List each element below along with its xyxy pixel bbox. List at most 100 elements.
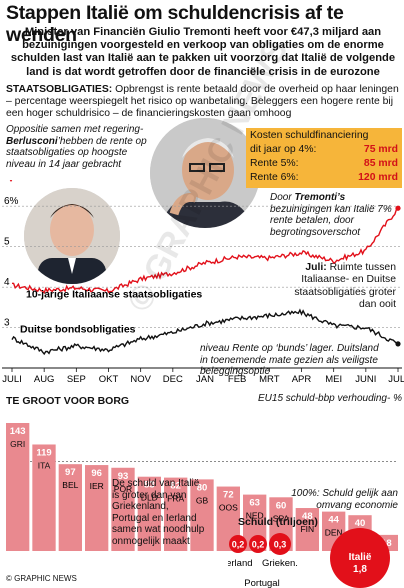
cost-row-value: 85 mrd bbox=[363, 158, 398, 169]
bar-section-subtitle: EU15 schuld-bbp verhouding- % bbox=[258, 393, 402, 404]
debt-label: Portugal bbox=[244, 578, 279, 588]
debt-value: 1,8 bbox=[353, 564, 367, 575]
series-label-0: 10-jarige Italiaanse staatsobligaties bbox=[26, 288, 202, 300]
bar-por bbox=[111, 467, 135, 551]
berlusconi-portrait-icon bbox=[24, 188, 120, 284]
bar-label: POR bbox=[114, 484, 132, 494]
berlusconi-annotation: Oppositie samen met regering-Berlusconi’… bbox=[6, 124, 156, 170]
debt-bubbles: 0,2 Ierland 0,2 Portugal 0,3 Grieken. 1,8Itali… bbox=[228, 528, 390, 588]
berlusconi-photo bbox=[24, 188, 120, 284]
x-tick-label: MEI bbox=[325, 374, 342, 385]
page-title: Stappen Italië om schuldencrisis af te w… bbox=[6, 2, 344, 46]
cost-box: Kosten schuldfinanciering dit jaar op 4%… bbox=[246, 128, 402, 188]
bar-fra bbox=[164, 477, 188, 551]
cost-row-label: Rente 5%: bbox=[250, 158, 299, 169]
bar-label: DLD bbox=[141, 493, 158, 503]
bar-value: 82 bbox=[170, 481, 181, 492]
x-tick-label: MRT bbox=[259, 374, 280, 385]
y-tick-label: 5 bbox=[4, 237, 10, 248]
series-label-1: Duitse bondsobligaties bbox=[20, 324, 136, 336]
y-tick-label: 4 bbox=[4, 277, 10, 288]
x-tick-label: JULI bbox=[2, 374, 22, 385]
debt-value: 0,3 bbox=[274, 540, 287, 550]
bar-label: OOS bbox=[219, 503, 238, 513]
bar-oos bbox=[216, 486, 240, 551]
tremonti-portrait-icon bbox=[150, 118, 260, 228]
bar-label: IER bbox=[90, 481, 104, 491]
cost-row-label: Rente 6%: bbox=[250, 172, 299, 183]
bar-bel bbox=[58, 464, 82, 551]
debt-label: Ierland bbox=[228, 558, 253, 569]
tremonti-name: Tremonti’s bbox=[294, 192, 346, 203]
bar-label: SPA bbox=[273, 513, 290, 523]
cost-row-value: 75 mrd bbox=[363, 144, 398, 155]
cost-box-heading: Kosten schuldfinanciering bbox=[250, 130, 369, 141]
cost-row-0: dit jaar op 4%: 75 mrd bbox=[246, 143, 402, 157]
x-tick-label: NOV bbox=[130, 374, 151, 385]
bar-ita bbox=[32, 444, 56, 551]
series-end-dot bbox=[395, 205, 401, 211]
series-end-dot bbox=[395, 341, 401, 347]
x-tick-label: AUG bbox=[34, 374, 55, 385]
bar-label: NED bbox=[246, 511, 264, 521]
y-tick-label: 6% bbox=[4, 196, 19, 207]
debt-bubble bbox=[269, 533, 291, 555]
note-100: 100%: Schuld gelijk aan omvang economie bbox=[291, 488, 398, 511]
bar-label: DEN bbox=[325, 528, 343, 538]
bar-fin bbox=[295, 508, 319, 551]
bar-value: 44 bbox=[328, 515, 339, 526]
july-text: Ruimte tussen Italiaanse- en Duitse staa… bbox=[294, 262, 396, 311]
bar-value: 48 bbox=[302, 511, 313, 522]
bar-label: FIN bbox=[300, 524, 314, 534]
x-tick-label: DEC bbox=[163, 374, 183, 385]
cost-row-value: 120 mrd bbox=[358, 172, 398, 183]
bar-value: 96 bbox=[91, 468, 102, 479]
definition: STAATSOBLIGATIES: Opbrengst is rente bet… bbox=[6, 84, 400, 121]
debt-value: 0,2 bbox=[232, 540, 245, 550]
bar-label: FRA bbox=[167, 494, 184, 504]
bar-section-heading: TE GROOT VOOR BORG bbox=[6, 395, 130, 407]
debt-label: Italië bbox=[349, 552, 372, 563]
tremonti-annotation-pre: Door bbox=[270, 192, 295, 203]
bar-value: 18 bbox=[381, 538, 392, 549]
bar-dld bbox=[137, 476, 161, 551]
bar-label: GB bbox=[196, 495, 209, 505]
bar-value: 93 bbox=[118, 471, 129, 482]
bund-annotation: niveau Rente op ‘bunds’ lager. Duitsland… bbox=[200, 343, 379, 377]
bar-ier bbox=[85, 465, 109, 551]
intro-text: Minister van Financiën Giulio Tremonti h… bbox=[10, 26, 396, 78]
series-line-1 bbox=[11, 308, 399, 356]
debt-value: 0,2 bbox=[252, 540, 265, 550]
tremonti-annotation: Door Tremonti’s bezuinigingen kan Italië… bbox=[270, 192, 400, 238]
bar-label: GRI bbox=[10, 439, 25, 449]
tremonti-annotation-post: bezuinigingen kan Italië 7% rente betale… bbox=[270, 203, 392, 238]
footer-credit: © GRAPHIC NEWS bbox=[6, 574, 77, 583]
bar-value: 63 bbox=[249, 498, 260, 509]
x-tick-label: APR bbox=[292, 374, 312, 385]
tremonti-photo bbox=[150, 118, 260, 228]
pointer-triangle bbox=[9, 180, 13, 182]
bar-section-text: De schuld van Italië is groter dan van G… bbox=[112, 478, 205, 547]
cost-row-label: dit jaar op 4%: bbox=[250, 144, 317, 155]
bar-section-header: TE GROOT VOOR BORG bbox=[6, 391, 400, 407]
bar-value: 40 bbox=[355, 518, 366, 529]
debt-bubble bbox=[229, 535, 247, 553]
july-annotation: Juli: Ruimte tussen Italiaanse- en Duits… bbox=[286, 262, 396, 312]
bar-value: 83 bbox=[144, 480, 155, 491]
bar-value: 60 bbox=[276, 500, 287, 511]
x-tick-label: FEB bbox=[228, 374, 246, 385]
x-tick-label: JAN bbox=[196, 374, 214, 385]
berlusconi-annotation-post: ’hebben de rente op staatsobligaties op … bbox=[6, 135, 147, 170]
x-tick-label: JULI bbox=[388, 374, 404, 385]
bar-label: ITA bbox=[38, 460, 51, 470]
bar-value: 97 bbox=[65, 467, 76, 478]
july-label: Juli: bbox=[305, 262, 327, 273]
bar-label: BEL bbox=[62, 480, 78, 490]
cost-row-2: Rente 6%: 120 mrd bbox=[246, 171, 402, 185]
bond-yield-chart: 6% 5 4 3 10-jarige Italiaanse staatsobligati… bbox=[2, 180, 404, 385]
x-tick-label: OKT bbox=[99, 374, 119, 385]
x-tick-label: SEP bbox=[67, 374, 86, 385]
debt-bubble bbox=[249, 535, 267, 553]
debt-heading: Schuld (triljoen) bbox=[238, 516, 318, 528]
bar-value: 119 bbox=[36, 447, 51, 458]
